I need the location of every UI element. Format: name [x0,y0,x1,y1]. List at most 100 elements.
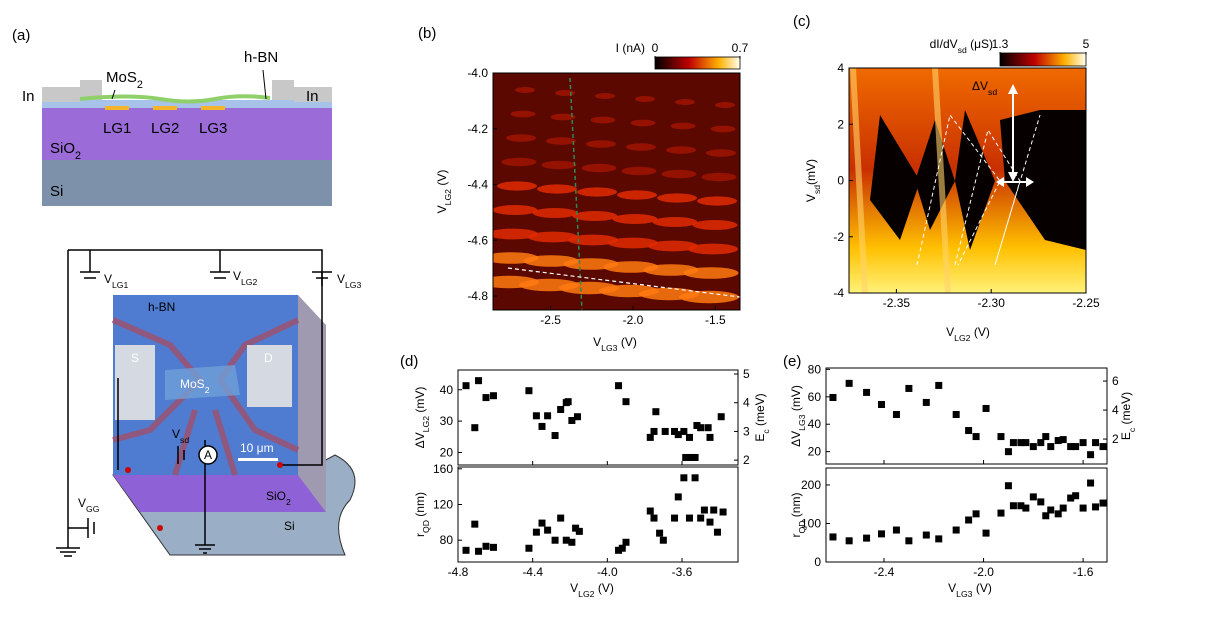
gate [201,106,225,110]
wire [68,249,323,466]
point [622,398,630,406]
heatmap-texture [497,181,537,191]
hbn-label: h-BN [148,300,175,314]
y-tick-label: 30 [440,414,454,428]
point [462,546,470,554]
arrowhead [1008,84,1018,182]
heatmap-texture [537,184,577,194]
point [551,432,559,440]
point [697,424,705,432]
x-tick-label: -4.8 [448,565,469,579]
y-tick-label: 2 [1112,432,1119,446]
colorbar [999,52,1087,67]
point [568,416,576,424]
subscript: 2 [205,385,210,395]
point [965,427,973,435]
si-label: Si [50,183,63,200]
axis-label: VLG2 (V) [435,170,453,214]
point [1054,437,1062,445]
x-tick-label: -4.4 [522,565,543,579]
point [551,536,559,544]
si-layer [42,160,332,206]
heatmap-texture [626,143,656,151]
label-part: (V) [435,170,449,189]
axis-label: VLG2 (V) [946,325,990,343]
point [997,433,1005,441]
subscript: LG2 [421,416,431,433]
drain-pad-label: D [264,351,273,365]
label-part: MoS [106,69,137,86]
point [650,514,658,522]
sio2-slab [113,475,326,512]
point [1092,439,1100,447]
point [652,408,660,416]
point [685,514,693,522]
point [575,527,583,535]
point [661,427,669,435]
label-part: (meV) [753,393,767,429]
heatmap-texture [546,137,576,145]
y-tick-label: -2 [833,230,844,244]
point [1099,443,1107,451]
point [646,507,654,515]
point [905,384,913,392]
label-part: E [753,434,767,442]
heatmap-texture [501,157,537,167]
point [1092,503,1100,511]
point [680,474,688,482]
point [482,394,490,402]
scale-bar [238,458,278,461]
point [656,529,664,537]
plot-frame [457,369,739,466]
point [863,534,871,542]
y-tick-label: 40 [808,417,822,431]
label-part: V [78,496,86,510]
mos2-label: MoS2 [106,69,143,91]
heatmap-texture [590,116,616,124]
point [532,412,540,420]
battery [87,446,185,538]
y-tick-label: 0 [837,174,844,188]
circuit [56,249,356,557]
point [650,427,658,435]
mos2-flake [79,94,271,104]
point [687,453,695,461]
point [538,422,546,430]
y-tick-label: 20 [808,445,822,459]
heatmap-texture [608,237,658,249]
subscript: LG2 [1051,185,1068,195]
scale-bar-label: 10 μm [240,441,274,455]
sio2-layer [42,106,332,160]
label-part: MoS [180,377,205,391]
point [691,474,699,482]
y-tick-label: 6 [1112,374,1119,388]
in-contact [80,80,102,100]
vgg-label: VGG [78,496,100,514]
x-tick-label: -2.0 [973,565,994,579]
gate [105,106,129,110]
point [997,509,1005,517]
point [475,547,483,555]
heatmap-texture [688,243,738,255]
heatmap-texture [715,102,735,108]
label-part: E [1119,432,1133,440]
point [706,518,714,526]
x-tick-label: -2.5 [540,313,561,327]
label-part: ΔV [413,432,427,448]
subscript: LG3 [601,343,618,353]
subscript: 2 [75,150,81,162]
point [1087,451,1095,459]
heatmap-texture [679,290,739,304]
point [863,388,871,396]
guide-line [507,267,740,298]
heatmap-texture [506,134,536,142]
point [671,427,679,435]
point [935,535,943,543]
colorbar-label: I (nA) [616,41,645,55]
node [157,525,163,531]
gate-label: LG2 [151,120,179,137]
heatmap-texture [706,149,736,157]
heatmap-texture [850,68,951,293]
y-tick-label: 5 [743,367,750,381]
point [674,431,682,439]
